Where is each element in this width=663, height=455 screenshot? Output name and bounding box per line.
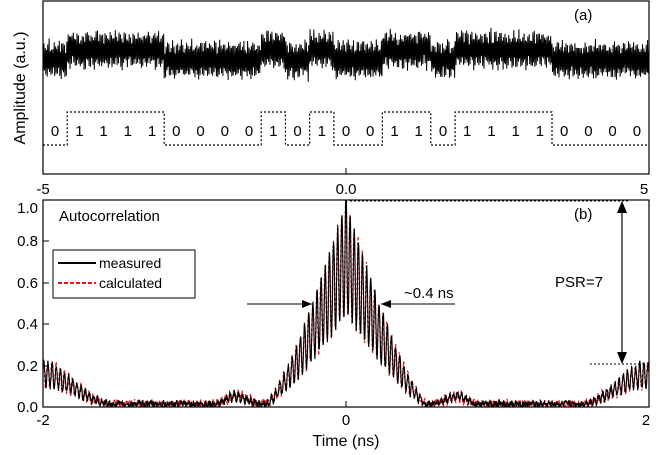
legend-measured-label: measured: [99, 255, 161, 271]
bit-label: 1: [269, 123, 277, 140]
bit-label: 0: [584, 123, 592, 140]
panel-a-ylabel: Amplitude (a.u.): [12, 32, 29, 145]
bit-label: 1: [487, 123, 495, 140]
bit-label: 0: [172, 123, 180, 140]
bit-label: 1: [390, 123, 398, 140]
xtick-label: 0: [342, 412, 350, 429]
bit-label: 1: [99, 123, 107, 140]
bit-label: 0: [221, 123, 229, 140]
bit-label: 0: [560, 123, 568, 140]
waveform-trace: [43, 27, 649, 82]
bit-label: 1: [318, 123, 326, 140]
ytick-label: 0.2: [17, 358, 38, 375]
ytick-label: 0.0: [17, 399, 38, 416]
psr-annotation: PSR=7: [350, 200, 645, 365]
bit-label: 1: [415, 123, 423, 140]
bit-sequence-trace: [43, 111, 649, 146]
psr-label: PSR=7: [555, 274, 603, 291]
legend-calculated-label: calculated: [99, 275, 162, 291]
panel-a-label: (a): [574, 7, 592, 24]
ytick-label: 0.4: [17, 316, 38, 333]
series-measured-line: [43, 200, 649, 407]
panel-a-xtick-label: 5: [640, 181, 648, 198]
bit-label: 1: [536, 123, 544, 140]
bit-label: 1: [148, 123, 156, 140]
bit-label: 0: [366, 123, 374, 140]
xtick-label: -2: [36, 412, 49, 429]
legend: measured calculated: [52, 249, 196, 299]
series-calculated-line: [43, 200, 649, 407]
panel-b-label: (b): [574, 206, 592, 223]
bit-label: 0: [439, 123, 447, 140]
bit-label: 0: [51, 123, 59, 140]
bit-label: 0: [196, 123, 204, 140]
xtick-label: 2: [642, 412, 650, 429]
bit-label: 0: [245, 123, 253, 140]
psr-arrowhead-down: [617, 352, 627, 364]
bit-label: 1: [75, 123, 83, 140]
bit-label: 1: [463, 123, 471, 140]
width-arrowhead-left: [302, 300, 312, 308]
panel-b-yticks: [43, 199, 49, 408]
bit-label: 0: [608, 123, 616, 140]
panel-b: 0.0 0.2 0.4 0.6 0.8 1.0 -2 0 2 Time (ns)…: [17, 199, 650, 450]
width-annotation-label: ~0.4 ns: [404, 285, 454, 302]
chart-title: Autocorrelation: [59, 208, 160, 225]
legend-box: [52, 249, 196, 299]
bit-label: 0: [342, 123, 350, 140]
bit-label: 0: [293, 123, 301, 140]
panel-a-xtick-label: 0.0: [336, 181, 357, 198]
bit-label: 1: [512, 123, 520, 140]
ytick-label: 0.6: [17, 275, 38, 292]
psr-arrowhead-up: [617, 201, 627, 213]
ytick-label: 1.0: [17, 200, 38, 217]
panel-b-frame: [42, 199, 650, 408]
panel-a-frame: [42, 0, 650, 175]
width-annotation: ~0.4 ns: [247, 285, 455, 308]
width-arrowhead-right: [381, 300, 391, 308]
ytick-label: 0.8: [17, 233, 38, 250]
bit-label: 1: [124, 123, 132, 140]
x-axis-label: Time (ns): [313, 433, 380, 450]
bit-label: 0: [633, 123, 641, 140]
panel-a-xtick-label: -5: [36, 181, 49, 198]
